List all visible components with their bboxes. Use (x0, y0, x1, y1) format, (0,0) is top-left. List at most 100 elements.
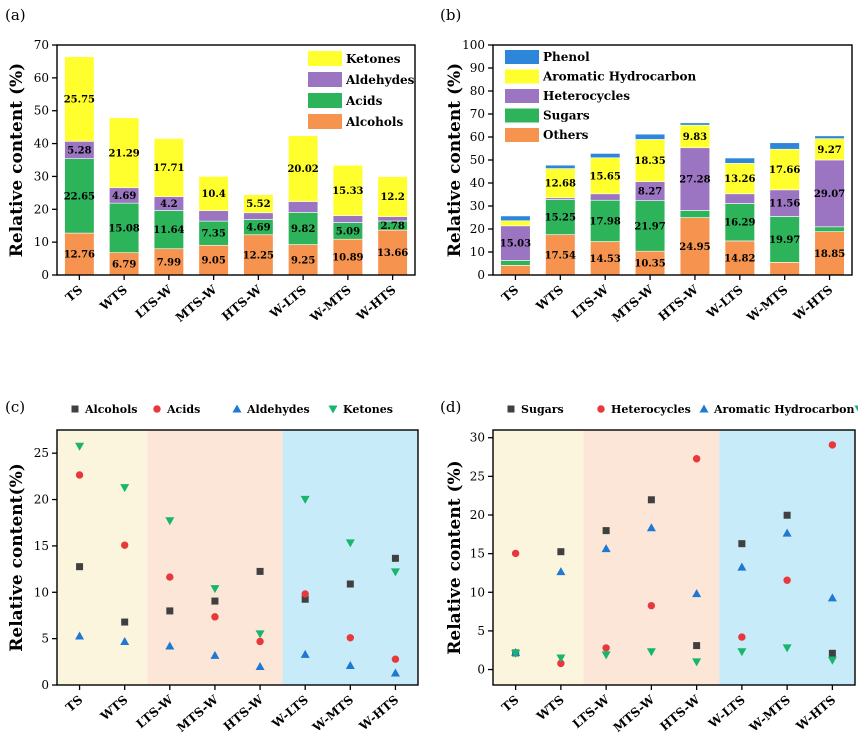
x-tick-label: W-MTS (307, 283, 354, 326)
data-point (692, 589, 702, 598)
legend-label: Ketones (343, 403, 393, 416)
data-point (647, 496, 655, 504)
panel-label: (c) (5, 398, 25, 416)
x-tick-label: WTS (97, 693, 131, 724)
data-point (782, 528, 792, 537)
bar-segment (545, 168, 576, 199)
legend-label: Aromatic Hydrocarbon (542, 70, 697, 84)
y-tick-label: 70 (470, 107, 485, 121)
data-point (210, 650, 220, 659)
legend-label: Heterocycles (543, 89, 630, 103)
legend-label: Alcohols (345, 115, 403, 129)
group-region (493, 430, 584, 685)
data-label: 2.78 (380, 221, 404, 232)
y-tick-label: 80 (470, 84, 485, 98)
data-point (75, 442, 85, 451)
y-tick-label: 30 (470, 199, 485, 213)
data-label: 21.29 (108, 148, 139, 159)
chart-panel-3: (c) 0 5 10 15 20 25 Relative content(%) TS WTS LTS… (5, 398, 419, 735)
y-tick-label: 10 (34, 235, 49, 249)
data-point (511, 649, 521, 658)
y-axis-label: Relative content (%) (445, 63, 465, 257)
y-tick-label: 25 (34, 446, 49, 460)
data-label: 9.05 (201, 256, 225, 267)
legend-marker (699, 404, 709, 413)
y-tick-label: 60 (34, 71, 49, 85)
data-point (166, 607, 174, 615)
bar-segment (500, 225, 531, 261)
data-label: 27.28 (679, 175, 710, 186)
legend-swatch (505, 89, 539, 103)
data-point (601, 544, 611, 553)
x-tick-label: TS (63, 693, 85, 715)
bar-segment (724, 162, 755, 195)
data-label: 10.35 (634, 259, 665, 270)
data-point (75, 471, 84, 479)
data-point (783, 511, 791, 519)
data-point (301, 595, 309, 603)
data-label: 10.89 (332, 253, 363, 264)
data-point (76, 563, 84, 571)
data-point (300, 495, 310, 504)
data-point (693, 642, 701, 650)
data-label: 12.76 (64, 250, 95, 261)
y-tick-label: 90 (470, 61, 485, 75)
data-point (647, 601, 656, 610)
data-point (557, 659, 565, 668)
bar-segment (590, 157, 621, 195)
bar-segment (64, 158, 95, 234)
bar-segment (198, 244, 229, 276)
legend-swatch (308, 93, 342, 108)
data-point (346, 634, 355, 642)
data-label: 13.66 (377, 248, 408, 259)
legend-label: Aldehydes (345, 73, 415, 87)
data-point (602, 527, 610, 535)
legend-label: Aldehydes (246, 403, 310, 416)
legend-label: Aromatic Hydrocarbon (713, 403, 854, 416)
data-label: 17.98 (590, 216, 621, 227)
bar-segment (500, 215, 531, 222)
data-label: 13.26 (724, 174, 755, 185)
data-point (783, 576, 791, 584)
x-tick-label: TS (499, 283, 521, 305)
plot-frame (56, 44, 416, 276)
legend-marker (507, 405, 515, 413)
bar-segment (679, 210, 711, 218)
legend-swatch (505, 108, 539, 123)
data-point (738, 633, 746, 641)
panel-label: (a) (5, 6, 26, 24)
y-tick-label: 5 (41, 632, 49, 646)
x-tick-label: LTS-W (570, 692, 613, 731)
legend-label: Sugars (521, 403, 564, 416)
data-label: 12.25 (243, 250, 274, 261)
legend-swatch (505, 69, 539, 84)
legend-label: Alcohols (84, 403, 137, 416)
bar-segment (109, 117, 140, 189)
x-tick-label: MTS-W (609, 282, 656, 325)
legend-swatch (308, 114, 342, 129)
bar-segment (724, 157, 755, 164)
data-label: 5.09 (336, 226, 360, 237)
data-label: 29.07 (814, 189, 845, 200)
y-tick-label: 30 (34, 169, 49, 183)
data-point (210, 585, 220, 594)
bar-segment (198, 176, 229, 211)
data-label: 4.2 (160, 199, 177, 210)
bar-segment (814, 135, 845, 139)
legend-marker (71, 405, 79, 413)
data-point (737, 648, 747, 657)
data-point (256, 637, 264, 646)
bar-segment (332, 164, 363, 216)
y-tick-label: 30 (470, 431, 485, 445)
data-label: 12.68 (545, 179, 576, 190)
bar-segment (198, 220, 229, 246)
y-tick-label: 0 (477, 268, 485, 282)
bar-segment (814, 231, 845, 276)
x-tick-label: WTS (96, 283, 130, 314)
bar-segment (679, 147, 711, 211)
bar-segment (679, 122, 711, 126)
data-label: 15.08 (108, 223, 139, 234)
data-point (345, 539, 355, 548)
data-label: 7.35 (201, 229, 225, 240)
y-tick-label: 100 (462, 38, 485, 52)
